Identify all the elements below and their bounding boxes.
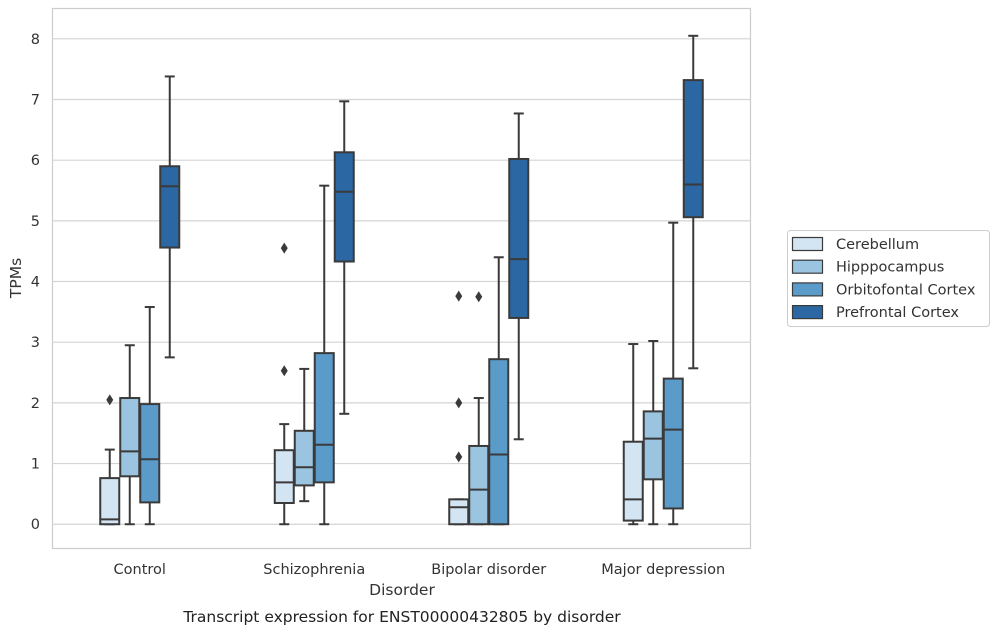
- legend-label: Orbitofontal Cortex: [836, 282, 976, 298]
- iqr-box: [333, 151, 355, 263]
- legend-swatch: [791, 305, 824, 320]
- iqr-box: [293, 429, 315, 487]
- iqr-box: [622, 440, 644, 522]
- outlier-point: [106, 394, 114, 406]
- y-tick-label: 7: [31, 93, 40, 109]
- iqr-box: [488, 358, 510, 526]
- y-tick-label: 4: [31, 275, 40, 291]
- legend: Cerebellum Hipppocampus Orbitofontal Corte…: [787, 230, 990, 327]
- x-axis-title: Disorder: [369, 581, 435, 599]
- box-orbitofontal-cortex: [139, 306, 161, 526]
- outlier-point: [455, 451, 463, 463]
- x-tick-label: Bipolar disorder: [431, 562, 546, 578]
- legend-swatch: [791, 282, 824, 297]
- iqr-box: [139, 403, 161, 504]
- iqr-box: [273, 449, 295, 504]
- box-orbitofontal-cortex: [313, 184, 335, 526]
- legend-label: Hipppocampus: [836, 260, 944, 276]
- iqr-box: [508, 157, 530, 319]
- box-hipppocampus: [468, 291, 490, 526]
- box-prefrontal-cortex: [333, 100, 355, 415]
- box-cerebellum: [99, 394, 121, 526]
- iqr-box: [682, 79, 704, 219]
- x-tick-label: Major depression: [601, 562, 725, 578]
- iqr-box: [119, 397, 141, 478]
- outlier-point: [280, 242, 288, 254]
- x-tick-label: Schizophrenia: [263, 562, 365, 578]
- iqr-box: [662, 377, 684, 510]
- y-tick-label: 2: [31, 396, 40, 412]
- x-tick-labels: Control Schizophrenia Bipolar disorder Majo…: [114, 562, 726, 578]
- box-cerebellum: [273, 242, 295, 526]
- y-tick-label: 8: [31, 32, 40, 48]
- y-tick-labels: 0 1 2 3 4 5 6 7 8: [31, 32, 40, 533]
- box-hipppocampus: [119, 344, 141, 526]
- iqr-box: [642, 410, 664, 481]
- outlier-point: [455, 290, 463, 302]
- y-tick-label: 5: [31, 214, 40, 230]
- boxes: [99, 34, 704, 526]
- box-prefrontal-cortex: [682, 34, 704, 370]
- figure-caption: Transcript expression for ENST0000043280…: [182, 608, 621, 626]
- box-orbitofontal-cortex: [488, 256, 510, 526]
- box-orbitofontal-cortex: [662, 221, 684, 526]
- y-tick-label: 6: [31, 153, 40, 169]
- legend-swatch: [791, 236, 824, 252]
- y-tick-label: 1: [31, 457, 40, 473]
- iqr-box: [468, 444, 490, 526]
- legend-label: Prefrontal Cortex: [836, 305, 959, 321]
- iqr-box: [159, 165, 181, 249]
- box-cerebellum: [448, 290, 470, 526]
- iqr-box: [313, 352, 335, 484]
- outlier-point: [455, 397, 463, 409]
- y-tick-label: 3: [31, 335, 40, 351]
- y-tick-label: 0: [31, 517, 40, 533]
- box-cerebellum: [622, 343, 644, 526]
- legend-frame: [787, 230, 990, 327]
- legend-label: Cerebellum: [836, 237, 919, 253]
- x-tick-label: Control: [114, 562, 166, 578]
- legend-swatch: [791, 259, 824, 274]
- box-prefrontal-cortex: [159, 75, 181, 359]
- outlier-point: [280, 365, 288, 377]
- box-hipppocampus: [293, 367, 315, 503]
- box-prefrontal-cortex: [508, 112, 530, 441]
- outlier-point: [475, 291, 483, 303]
- iqr-box: [448, 498, 470, 526]
- y-axis-title: TPMs: [7, 258, 25, 299]
- iqr-box: [99, 477, 121, 526]
